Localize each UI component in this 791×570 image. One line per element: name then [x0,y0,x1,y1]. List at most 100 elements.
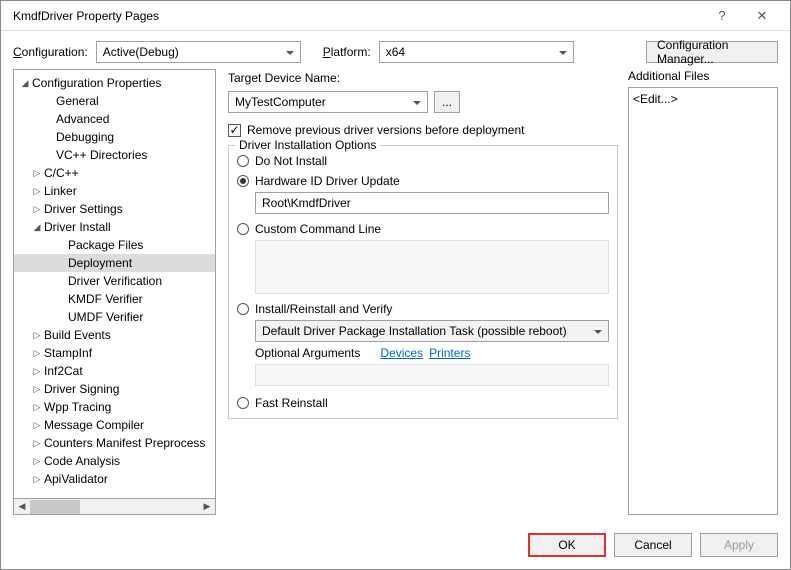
configuration-value: Active(Debug) [103,45,179,59]
expand-icon[interactable]: ▷ [32,204,42,215]
custom-cmd-textarea[interactable] [255,240,609,294]
hwid-value: Root\KmdfDriver [262,196,351,210]
radio-fast-reinstall-label: Fast Reinstall [255,396,328,410]
tree-item[interactable]: ▷Code Analysis [14,452,215,470]
tree-item-label: StampInf [44,346,92,360]
property-tree[interactable]: ◢Configuration Properties General Advanced… [13,69,216,499]
tree-item[interactable]: ▷C/C++ [14,164,215,182]
tree-h-scrollbar[interactable]: ◀ ▶ [13,499,216,515]
expand-icon[interactable]: ▷ [32,402,42,413]
configuration-combo[interactable]: Active(Debug) [96,41,301,63]
tree-item[interactable]: VC++ Directories [14,146,215,164]
additional-files-list[interactable]: <Edit...> [628,87,778,515]
driver-install-options-group: Driver Installation Options Do Not Insta… [228,145,618,419]
radio-custom-cmd[interactable] [237,223,249,235]
expand-icon[interactable]: ▷ [32,420,42,431]
remove-previous-checkbox[interactable]: ✓ [228,124,241,137]
tree-item-label: Deployment [68,256,132,270]
tree-item[interactable]: Advanced [14,110,215,128]
tree-item[interactable]: ▷Message Compiler [14,416,215,434]
tree-item[interactable]: ▷Build Events [14,326,215,344]
tree-item-label: Driver Verification [68,274,162,288]
platform-combo[interactable]: x64 [379,41,574,63]
tree-item[interactable]: ▷Driver Signing [14,380,215,398]
browse-button[interactable]: ... [434,91,460,113]
scroll-right-icon[interactable]: ▶ [199,501,215,512]
target-device-label: Target Device Name: [228,71,618,85]
tree-item-label: UMDF Verifier [68,310,143,324]
optional-args-label: Optional Arguments [255,346,360,360]
help-button[interactable]: ? [702,2,742,30]
window-title: KmdfDriver Property Pages [9,9,702,23]
ok-button[interactable]: OK [528,533,606,557]
scroll-thumb[interactable] [30,500,80,514]
tree-item-label: Driver Settings [44,202,123,216]
property-pages-window: KmdfDriver Property Pages ? ✕ Configurat… [0,0,791,570]
expand-icon[interactable]: ▷ [32,186,42,197]
tree-item[interactable]: ◢Driver Install [14,218,215,236]
radio-install-verify[interactable] [237,303,249,315]
config-row: Configuration: Active(Debug) Platform: x… [1,31,790,69]
tree-item-label: General [56,94,99,108]
tree-item[interactable]: ▷StampInf [14,344,215,362]
tree-item[interactable]: ▷Wpp Tracing [14,398,215,416]
radio-hwid[interactable] [237,175,249,187]
tree-item[interactable]: Package Files [14,236,215,254]
radio-hwid-label: Hardware ID Driver Update [255,174,400,188]
tree-item[interactable]: Driver Verification [14,272,215,290]
expand-icon[interactable]: ▷ [32,474,42,485]
expand-icon[interactable]: ▷ [32,330,42,341]
platform-label: Platform: [323,45,371,59]
radio-fast-reinstall[interactable] [237,397,249,409]
printers-link[interactable]: Printers [429,346,470,360]
browse-label: ... [442,95,452,109]
tree-item[interactable]: ▷Counters Manifest Preprocess [14,434,215,452]
hwid-input[interactable]: Root\KmdfDriver [255,192,609,214]
expand-icon[interactable]: ◢ [32,222,42,233]
tree-item[interactable]: KMDF Verifier [14,290,215,308]
radio-do-not-install-label: Do Not Install [255,154,327,168]
expand-icon[interactable]: ▷ [32,384,42,395]
tree-item-label: Driver Install [44,220,111,234]
list-item[interactable]: <Edit...> [633,92,773,106]
radio-do-not-install[interactable] [237,155,249,167]
expand-icon[interactable]: ▷ [32,366,42,377]
tree-item[interactable]: ▷Driver Settings [14,200,215,218]
tree-item[interactable]: General [14,92,215,110]
radio-custom-cmd-label: Custom Command Line [255,222,381,236]
tree-item[interactable]: ◢Configuration Properties [14,74,215,92]
tree-item-label: Code Analysis [44,454,120,468]
scroll-left-icon[interactable]: ◀ [14,501,30,512]
tree-item[interactable]: Debugging [14,128,215,146]
additional-files-panel: Additional Files <Edit...> [628,69,778,515]
apply-label: Apply [724,538,754,552]
tree-item[interactable]: ▷Inf2Cat [14,362,215,380]
tree-item[interactable]: Deployment [14,254,215,272]
install-task-combo[interactable]: Default Driver Package Installation Task… [255,320,609,342]
tree-item-label: ApiValidator [44,472,108,486]
configuration-manager-button[interactable]: Configuration Manager... [646,41,778,63]
tree-item-label: Message Compiler [44,418,144,432]
close-button[interactable]: ✕ [742,2,782,30]
expand-icon[interactable]: ▷ [32,348,42,359]
expand-icon[interactable]: ▷ [32,438,42,449]
expand-icon[interactable]: ▷ [32,168,42,179]
tree-item[interactable]: ▷ApiValidator [14,470,215,488]
tree-item-label: Advanced [56,112,109,126]
additional-files-label: Additional Files [628,69,778,83]
group-title: Driver Installation Options [235,138,380,152]
configuration-label: Configuration: [13,45,88,59]
devices-link[interactable]: Devices [380,346,423,360]
optional-args-input[interactable] [255,364,609,386]
target-device-combo[interactable]: MyTestComputer [228,91,428,113]
apply-button[interactable]: Apply [700,533,778,557]
tree-item-label: Debugging [56,130,114,144]
platform-value: x64 [386,45,405,59]
expand-icon[interactable]: ◢ [20,78,30,89]
radio-install-verify-label: Install/Reinstall and Verify [255,302,392,316]
expand-icon[interactable]: ▷ [32,456,42,467]
tree-item[interactable]: ▷Linker [14,182,215,200]
target-device-value: MyTestComputer [235,95,326,109]
tree-item[interactable]: UMDF Verifier [14,308,215,326]
cancel-button[interactable]: Cancel [614,533,692,557]
